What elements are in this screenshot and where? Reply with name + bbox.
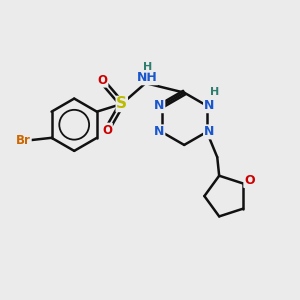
Text: O: O — [98, 74, 107, 87]
Text: H: H — [143, 62, 152, 72]
Text: NH: NH — [137, 71, 158, 84]
Text: N: N — [204, 99, 214, 112]
Text: H: H — [210, 87, 219, 97]
Text: S: S — [116, 96, 127, 111]
Text: Br: Br — [16, 134, 31, 147]
Text: O: O — [102, 124, 112, 136]
Text: N: N — [204, 125, 214, 138]
Text: O: O — [244, 174, 255, 187]
Text: N: N — [154, 125, 164, 138]
Text: N: N — [154, 99, 164, 112]
